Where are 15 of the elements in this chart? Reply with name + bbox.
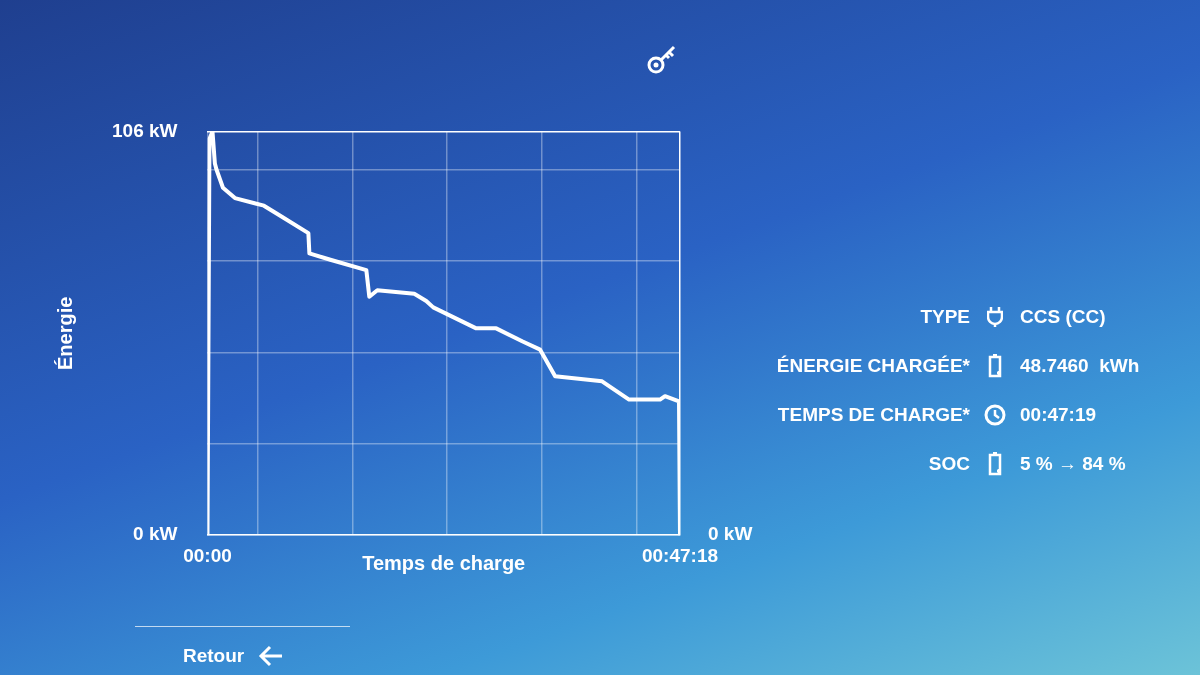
text: TEMPS DE CHARGE* xyxy=(776,403,970,426)
text: CCS (CC) xyxy=(1020,305,1107,328)
text: 00:47:19 xyxy=(1020,403,1098,426)
text: Retour xyxy=(183,645,245,667)
y-tick-label: 106 kW xyxy=(112,119,178,141)
y-axis-title: Énergie xyxy=(53,296,76,370)
x-tick-label: 00:00 xyxy=(183,544,232,566)
text: 5 % → 84 % xyxy=(1020,452,1127,475)
text: TYPE xyxy=(919,305,970,328)
text: 48.7460 kWh xyxy=(1020,354,1141,377)
text: SOC xyxy=(927,452,970,475)
x-axis-title: Temps de charge xyxy=(362,551,526,574)
x-tick-label: 00:47:18 xyxy=(641,544,719,566)
text: ÉNERGIE CHARGÉE* xyxy=(775,354,970,377)
annotation: 0 kW xyxy=(708,523,753,545)
